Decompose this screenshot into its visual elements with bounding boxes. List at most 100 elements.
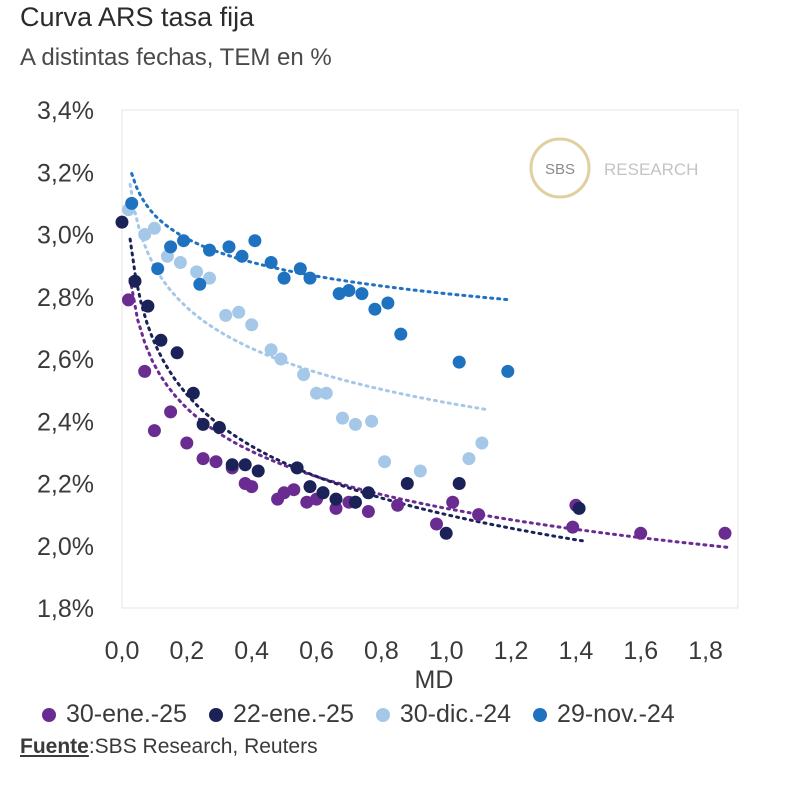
scatter-chart: SBS RESEARCH 1,8% 2,0% 2,2% 2,4% 2,6% 2,8% 3,0… — [37, 97, 739, 694]
data-point — [462, 452, 476, 466]
y-tick-label: 3,0% — [37, 222, 94, 250]
data-point — [329, 492, 343, 506]
data-point — [225, 458, 239, 472]
source-note: Fuente:SBS Research, Reuters — [20, 735, 318, 759]
data-point — [177, 234, 191, 248]
legend-item: 30-ene.-25 — [42, 700, 187, 729]
x-tick-label: 1,6 — [623, 637, 658, 665]
data-point — [170, 346, 184, 360]
data-point — [264, 256, 278, 269]
legend-item: 30-dic.-24 — [375, 700, 512, 729]
data-point — [293, 262, 307, 276]
data-point — [566, 520, 580, 534]
data-point — [378, 455, 392, 469]
x-axis-tick-labels: 0,0 0,2 0,4 0,6 0,8 1,0 1,2 1,4 1,6 1,8 — [105, 637, 723, 665]
data-point — [186, 386, 200, 400]
y-axis-tick-labels: 1,8% 2,0% 2,2% 2,4% 2,6% 2,8% 3,0% 3,2% 3,4% — [37, 97, 94, 623]
data-point — [209, 455, 223, 469]
data-point — [122, 293, 135, 307]
legend-marker — [375, 707, 390, 722]
legend-label: 30-dic.-24 — [399, 700, 512, 728]
legend-marker — [533, 707, 548, 722]
data-point — [274, 352, 288, 366]
data-point — [125, 196, 139, 210]
x-tick-label: 1,4 — [559, 637, 594, 665]
x-tick-label: 0,0 — [105, 637, 140, 665]
data-point — [151, 262, 165, 276]
data-point — [310, 386, 323, 400]
source-text: :SBS Research, Reuters — [88, 735, 318, 758]
data-point — [203, 271, 216, 285]
legend-label: 29-nov.-24 — [557, 700, 675, 728]
data-point — [287, 483, 301, 497]
data-point — [203, 243, 216, 257]
legend-label: 30-ene.-25 — [66, 700, 187, 728]
data-point — [147, 221, 161, 235]
data-point — [219, 308, 233, 322]
y-tick-label: 2,0% — [37, 533, 94, 561]
trend-line — [128, 277, 730, 549]
data-point — [222, 240, 236, 254]
y-tick-label: 2,6% — [37, 346, 94, 374]
data-point — [173, 256, 187, 269]
data-point — [196, 417, 210, 431]
data-point — [501, 364, 515, 378]
y-tick-label: 2,8% — [37, 284, 94, 312]
data-point — [319, 386, 333, 400]
watermark-badge-ring — [529, 137, 591, 199]
data-point — [446, 495, 460, 509]
data-point — [193, 277, 207, 291]
data-point — [439, 526, 453, 540]
y-tick-label: 2,2% — [37, 471, 94, 499]
data-point — [196, 452, 210, 466]
data-point — [190, 265, 204, 279]
data-point — [264, 343, 278, 357]
data-point — [394, 327, 408, 341]
data-point — [245, 318, 259, 332]
data-point — [235, 249, 249, 263]
source-label: Fuente — [20, 735, 89, 758]
data-point — [430, 517, 443, 531]
data-point — [400, 477, 414, 490]
data-point — [718, 526, 732, 540]
legend-label: 22-ene.-25 — [232, 700, 354, 728]
data-point — [245, 480, 259, 494]
data-point — [180, 436, 194, 450]
data-point — [381, 296, 395, 310]
data-point — [472, 508, 486, 522]
data-point — [232, 305, 246, 319]
data-point — [413, 464, 427, 478]
data-point — [475, 436, 489, 450]
data-point — [251, 464, 265, 478]
data-point — [634, 526, 648, 540]
data-point — [365, 414, 379, 428]
legend-item: 29-nov.-24 — [533, 700, 675, 729]
chart-title: Curva ARS tasa fija — [20, 2, 255, 32]
watermark-badge-text: SBS — [545, 161, 575, 178]
trend-lines — [128, 172, 730, 549]
data-point — [348, 417, 362, 431]
x-axis-label: MD — [415, 666, 454, 694]
plot-area — [121, 109, 739, 609]
legend: 30-ene.-25 22-ene.-25 30-dic.-24 29-nov.… — [42, 700, 675, 729]
trend-line — [128, 237, 584, 543]
data-point — [361, 486, 375, 500]
data-point — [248, 234, 262, 248]
data-point — [348, 495, 362, 509]
x-tick-label: 0,4 — [234, 637, 269, 665]
data-point — [336, 411, 349, 425]
data-point — [452, 355, 466, 369]
data-point — [361, 505, 375, 518]
data-point — [368, 302, 382, 316]
data-point — [147, 424, 161, 438]
y-tick-label: 3,4% — [37, 97, 94, 125]
trend-line — [130, 172, 513, 302]
data-point — [212, 421, 226, 434]
data-point — [329, 501, 343, 515]
data-point — [154, 333, 168, 347]
x-tick-label: 1,0 — [429, 637, 464, 665]
data-point — [303, 480, 317, 494]
x-tick-label: 0,8 — [364, 637, 399, 665]
data-point — [141, 299, 155, 313]
y-tick-label: 1,8% — [37, 595, 94, 623]
